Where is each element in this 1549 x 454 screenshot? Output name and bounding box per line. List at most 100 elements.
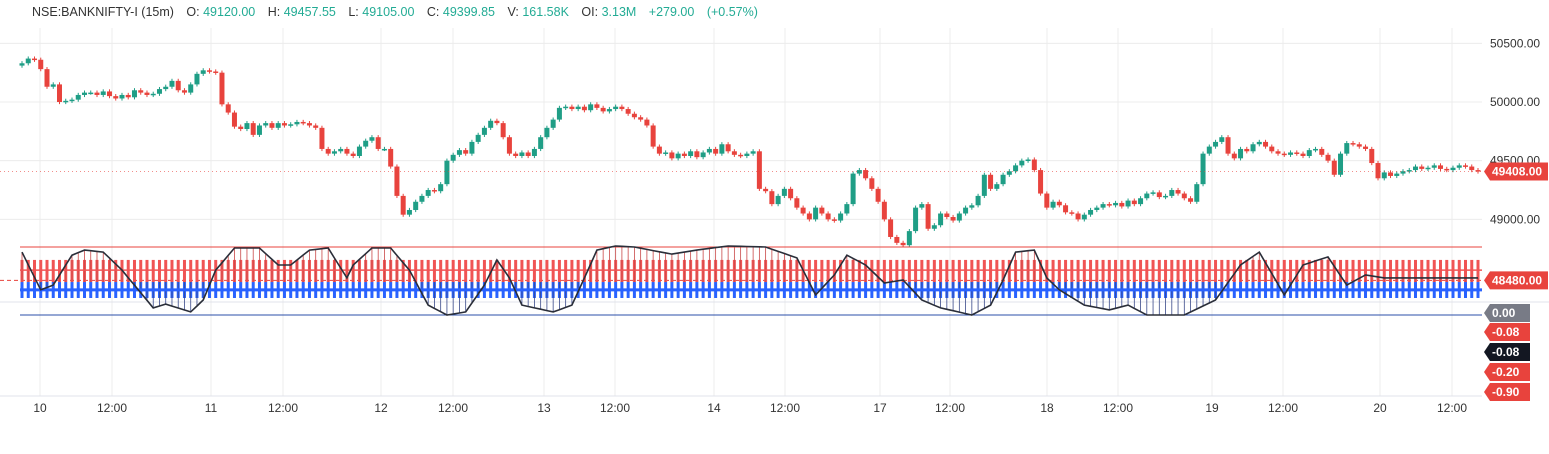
- candle-body: [1325, 154, 1331, 161]
- time-axis-label: 12:00: [1268, 401, 1298, 415]
- alert-price-tag: [1484, 271, 1548, 290]
- candle-body: [675, 153, 681, 159]
- candle-body: [1069, 212, 1075, 214]
- candle-body: [1256, 141, 1262, 145]
- candle-body: [494, 120, 500, 124]
- candle-body: [819, 207, 825, 214]
- candle: [988, 172, 994, 191]
- candle-body: [1338, 153, 1344, 175]
- candle: [1394, 171, 1400, 179]
- candle-body: [631, 113, 637, 118]
- candle-body: [975, 195, 981, 206]
- candle-body: [450, 154, 456, 161]
- candle-body: [488, 120, 494, 128]
- candle: [1006, 169, 1012, 177]
- candle-body: [550, 119, 556, 128]
- candle-body: [156, 89, 162, 94]
- candle-body: [1088, 209, 1094, 215]
- candle: [1213, 139, 1219, 149]
- candle-body: [1388, 172, 1394, 176]
- candle: [1256, 139, 1262, 147]
- candle-body: [938, 213, 944, 226]
- candle: [938, 211, 944, 228]
- candle-body: [1100, 204, 1106, 208]
- candle-body: [1213, 141, 1219, 147]
- candle: [1263, 139, 1269, 149]
- candle: [394, 164, 400, 199]
- symbol-label[interactable]: NSE:BANKNIFTY-I (15m): [32, 5, 174, 19]
- candle: [1156, 190, 1162, 200]
- candle: [450, 152, 456, 163]
- candle: [1163, 193, 1169, 200]
- candle: [81, 90, 87, 98]
- candle-body: [500, 123, 506, 138]
- candle-body: [1331, 160, 1337, 175]
- candle-body: [544, 127, 550, 138]
- indicator-value-label: -0.90: [1492, 385, 1520, 399]
- candle: [219, 70, 225, 107]
- candle-body: [300, 121, 306, 124]
- candle-body: [1369, 148, 1375, 164]
- candle: [1356, 142, 1362, 149]
- change-percent: (+0.57%): [706, 5, 758, 19]
- candle: [1413, 164, 1419, 173]
- candle-body: [531, 148, 537, 156]
- candle-body: [44, 69, 50, 87]
- candle-body: [656, 146, 662, 154]
- candle-body: [600, 107, 606, 112]
- candle: [756, 149, 762, 191]
- candle: [294, 119, 300, 127]
- candle-body: [1044, 193, 1050, 208]
- candle-body: [906, 231, 912, 246]
- candle-body: [338, 148, 344, 152]
- candle-body: [88, 92, 94, 95]
- candle-body: [1081, 214, 1087, 220]
- candle: [738, 152, 744, 159]
- candle-body: [438, 184, 444, 192]
- candle: [1131, 198, 1137, 207]
- candle: [1331, 158, 1337, 177]
- candle: [1419, 164, 1425, 172]
- candle: [513, 151, 519, 159]
- candle: [1113, 200, 1119, 208]
- candle: [356, 144, 362, 159]
- candle-body: [1150, 192, 1156, 194]
- candle: [269, 121, 275, 130]
- candle-body: [63, 100, 69, 103]
- candle-body: [1456, 165, 1462, 168]
- last-price-label: 49408.00: [1492, 164, 1542, 178]
- candle-body: [1419, 166, 1425, 169]
- candle-body: [456, 150, 462, 155]
- candle: [894, 234, 900, 245]
- candle: [538, 135, 544, 152]
- candle: [1444, 166, 1450, 173]
- candle: [750, 149, 756, 156]
- indicator-value-tag: [1484, 383, 1530, 401]
- candle-body: [281, 123, 287, 126]
- candle: [594, 102, 600, 110]
- indicator-value-tag: [1484, 343, 1530, 361]
- candle: [1288, 150, 1294, 157]
- candle-body: [838, 213, 844, 221]
- candle-body: [794, 198, 800, 208]
- candle-body: [1050, 201, 1056, 208]
- alert-price-label: 48480.00: [1492, 273, 1542, 287]
- candle-body: [413, 201, 419, 210]
- candle-body: [1181, 193, 1187, 199]
- candle-body: [344, 148, 350, 154]
- candle: [31, 56, 37, 62]
- candle: [75, 92, 81, 102]
- candle-body: [1319, 148, 1325, 155]
- candle-body: [1113, 202, 1119, 206]
- candle-body: [806, 213, 812, 220]
- candle: [563, 104, 569, 110]
- candle: [1238, 146, 1244, 161]
- candle: [1188, 196, 1194, 204]
- candle-body: [1188, 198, 1194, 202]
- candle-body: [1263, 141, 1269, 147]
- time-axis-label: 12:00: [268, 401, 298, 415]
- candle-body: [731, 151, 737, 155]
- candle: [888, 217, 894, 240]
- candle-body: [188, 84, 194, 93]
